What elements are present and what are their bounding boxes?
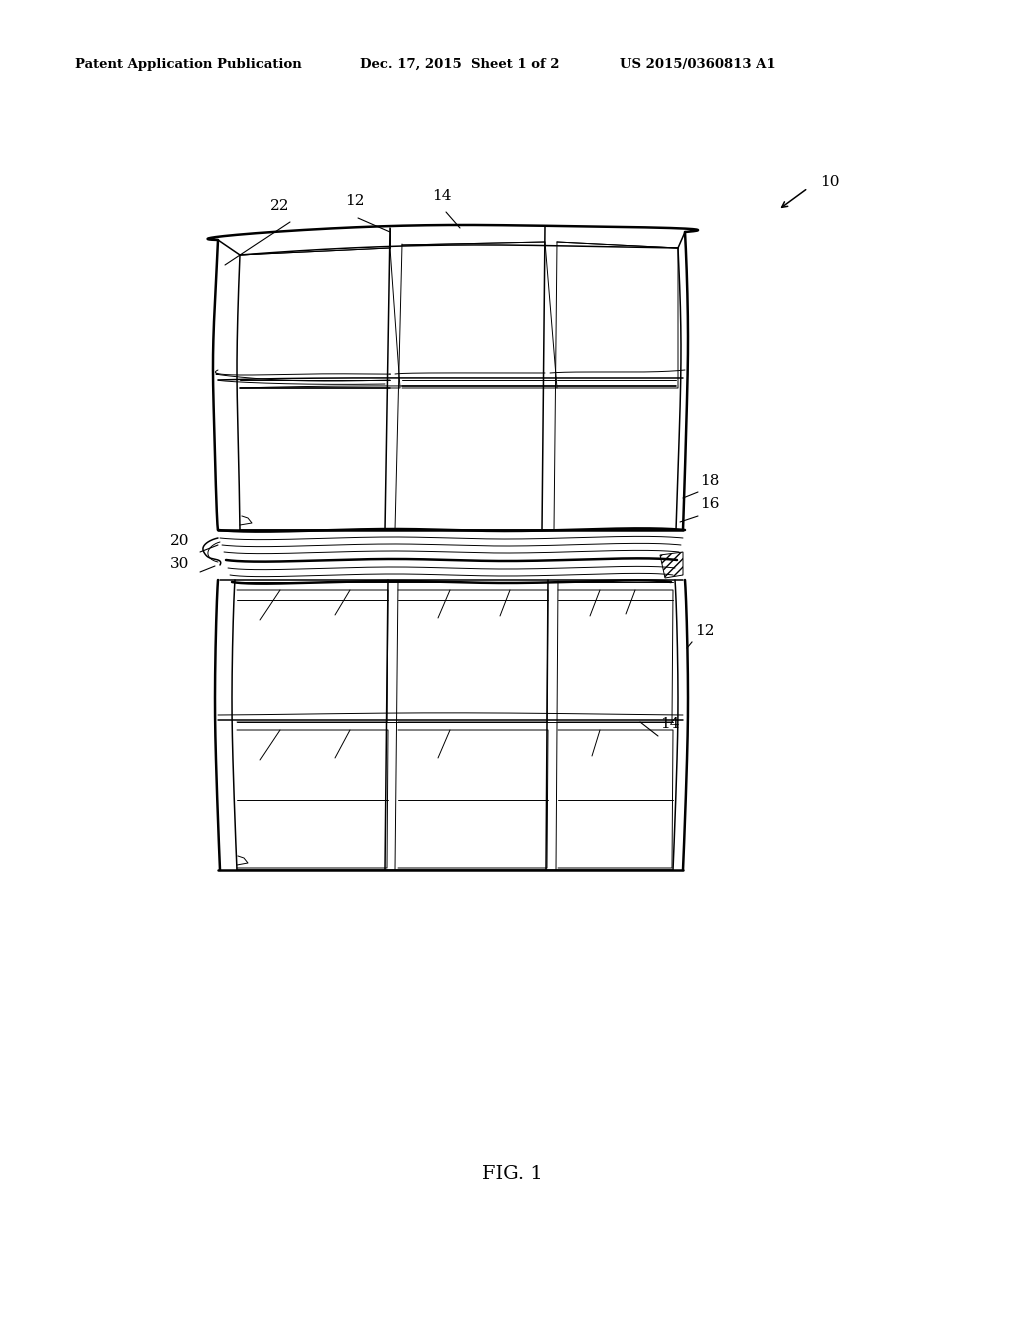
Text: 12: 12 [695, 624, 715, 638]
Text: 18: 18 [700, 474, 720, 488]
Text: FIG. 1: FIG. 1 [481, 1166, 543, 1183]
Text: 10: 10 [820, 176, 840, 189]
Text: 30: 30 [170, 557, 189, 572]
Polygon shape [660, 552, 683, 578]
Text: Dec. 17, 2015  Sheet 1 of 2: Dec. 17, 2015 Sheet 1 of 2 [360, 58, 559, 71]
Text: 14: 14 [660, 717, 680, 731]
Text: 12: 12 [345, 194, 365, 209]
Text: 20: 20 [170, 535, 189, 548]
Text: US 2015/0360813 A1: US 2015/0360813 A1 [620, 58, 775, 71]
Text: 22: 22 [270, 199, 290, 213]
Text: Patent Application Publication: Patent Application Publication [75, 58, 302, 71]
Text: 16: 16 [700, 498, 720, 511]
Text: 14: 14 [432, 189, 452, 203]
